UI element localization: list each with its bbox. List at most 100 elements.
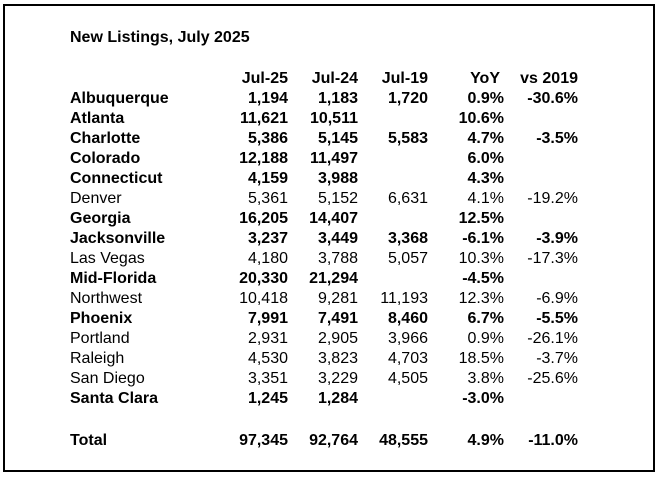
cell-vs-2019: -5.5% (536, 310, 578, 327)
cell-jul-24: 3,229 (317, 370, 358, 387)
cell-jul-25: 20,330 (239, 270, 288, 287)
table-row: Atlanta 11,621 10,511 10.6% (0, 109, 663, 129)
total-yoy: 4.9% (467, 432, 504, 449)
cell-jul-25: 4,180 (247, 250, 288, 267)
cell-vs-2019: -6.9% (536, 290, 578, 307)
cell-jul-24: 1,183 (317, 90, 358, 107)
table-row: Albuquerque 1,194 1,183 1,720 0.9% -30.6% (0, 89, 663, 109)
region-name: Albuquerque (70, 90, 169, 107)
cell-yoy: -4.5% (462, 270, 504, 287)
cell-jul-24: 3,788 (317, 250, 358, 267)
total-jul-19: 48,555 (379, 432, 428, 449)
cell-yoy: 4.1% (467, 190, 504, 207)
cell-jul-19: 3,368 (387, 230, 428, 247)
cell-jul-25: 4,159 (247, 170, 288, 187)
column-header-jul-24: Jul-24 (311, 70, 358, 87)
cell-jul-25: 5,386 (247, 130, 288, 147)
cell-yoy: 0.9% (467, 90, 504, 107)
cell-jul-19: 5,057 (387, 250, 428, 267)
cell-vs-2019: -30.6% (527, 90, 578, 107)
region-name: Atlanta (70, 110, 125, 127)
region-name: Jacksonville (70, 230, 166, 247)
cell-jul-19: 11,193 (380, 290, 428, 307)
cell-yoy: 4.3% (467, 170, 504, 187)
cell-yoy: -6.1% (462, 230, 504, 247)
table-row: Georgia 16,205 14,407 12.5% (0, 209, 663, 229)
cell-yoy: 18.5% (458, 350, 504, 367)
cell-yoy: 4.7% (467, 130, 504, 147)
cell-yoy: -3.0% (462, 390, 504, 407)
region-name: Santa Clara (70, 390, 159, 407)
cell-yoy: 10.3% (458, 250, 504, 267)
cell-jul-19: 4,703 (387, 350, 428, 367)
region-name: Connecticut (70, 170, 163, 187)
region-name: Phoenix (70, 310, 133, 327)
table-row: Charlotte 5,386 5,145 5,583 4.7% -3.5% (0, 129, 663, 149)
cell-jul-25: 3,351 (247, 370, 288, 387)
cell-jul-24: 10,511 (309, 110, 358, 127)
table-header-row: Jul-25 Jul-24 Jul-19 YoY vs 2019 (0, 69, 663, 89)
region-name: San Diego (70, 370, 145, 387)
table-title: New Listings, July 2025 (70, 29, 250, 46)
cell-vs-2019: -3.5% (536, 130, 578, 147)
total-vs-2019: -11.0% (528, 432, 578, 449)
cell-jul-24: 11,497 (309, 150, 358, 167)
cell-vs-2019: -3.9% (536, 230, 578, 247)
cell-vs-2019: -17.3% (527, 250, 578, 267)
table-row: Jacksonville 3,237 3,449 3,368 -6.1% -3.9% (0, 229, 663, 249)
cell-jul-24: 1,284 (317, 390, 358, 407)
cell-jul-24: 9,281 (317, 290, 358, 307)
cell-yoy: 10.6% (458, 110, 504, 127)
column-header-vs-2019: vs 2019 (520, 70, 578, 87)
region-name: Raleigh (70, 350, 125, 367)
cell-jul-25: 12,188 (239, 150, 288, 167)
cell-vs-2019: -26.1% (527, 330, 578, 347)
table-row: Raleigh 4,530 3,823 4,703 18.5% -3.7% (0, 349, 663, 369)
region-name: Las Vegas (70, 250, 145, 267)
region-name: Charlotte (70, 130, 141, 147)
cell-jul-25: 16,205 (239, 210, 288, 227)
cell-jul-19: 4,505 (387, 370, 428, 387)
table-row: Connecticut 4,159 3,988 4.3% (0, 169, 663, 189)
table-row: Phoenix 7,991 7,491 8,460 6.7% -5.5% (0, 309, 663, 329)
table-row: Northwest 10,418 9,281 11,193 12.3% -6.9% (0, 289, 663, 309)
column-header-yoy: YoY (470, 70, 500, 87)
table-row: Santa Clara 1,245 1,284 -3.0% (0, 389, 663, 409)
cell-yoy: 6.7% (467, 310, 504, 327)
total-jul-25: 97,345 (239, 432, 288, 449)
cell-jul-24: 7,491 (317, 310, 358, 327)
cell-yoy: 3.8% (467, 370, 504, 387)
cell-jul-19: 6,631 (387, 190, 428, 207)
table-row: Colorado 12,188 11,497 6.0% (0, 149, 663, 169)
region-name: Colorado (70, 150, 141, 167)
cell-jul-19: 5,583 (387, 130, 428, 147)
cell-vs-2019: -3.7% (536, 350, 578, 367)
cell-jul-24: 3,823 (317, 350, 358, 367)
cell-jul-25: 2,931 (247, 330, 288, 347)
total-jul-24: 92,764 (309, 432, 358, 449)
table-frame (3, 4, 655, 472)
cell-jul-24: 2,905 (317, 330, 358, 347)
cell-jul-25: 7,991 (247, 310, 288, 327)
cell-jul-19: 1,720 (387, 90, 428, 107)
cell-jul-25: 10,418 (239, 290, 288, 307)
table-row: Las Vegas 4,180 3,788 5,057 10.3% -17.3% (0, 249, 663, 269)
region-name: Denver (70, 190, 122, 207)
region-name: Georgia (70, 210, 131, 227)
table-row: Denver 5,361 5,152 6,631 4.1% -19.2% (0, 189, 663, 209)
total-row: Total 97,345 92,764 48,555 4.9% -11.0% (0, 431, 663, 451)
cell-jul-25: 4,530 (247, 350, 288, 367)
region-name: Mid-Florida (70, 270, 157, 287)
cell-jul-24: 3,988 (317, 170, 358, 187)
column-header-jul-19: Jul-19 (381, 70, 428, 87)
cell-jul-25: 3,237 (247, 230, 288, 247)
cell-jul-25: 1,194 (247, 90, 288, 107)
cell-vs-2019: -19.2% (527, 190, 578, 207)
table-row: Portland 2,931 2,905 3,966 0.9% -26.1% (0, 329, 663, 349)
cell-yoy: 12.3% (458, 290, 504, 307)
cell-jul-19: 8,460 (387, 310, 428, 327)
cell-vs-2019: -25.6% (527, 370, 578, 387)
region-name: Northwest (70, 290, 143, 307)
cell-jul-25: 5,361 (247, 190, 288, 207)
total-label: Total (70, 432, 108, 449)
